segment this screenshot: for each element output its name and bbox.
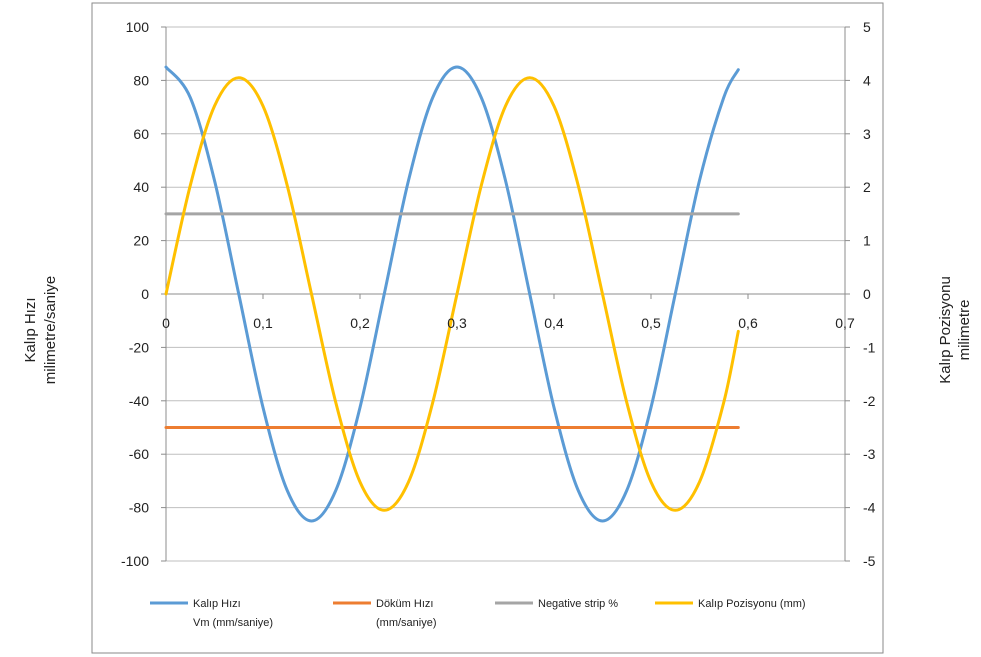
y-right-tick-label: -4 <box>863 500 876 516</box>
chart-frame <box>91 2 884 654</box>
x-tick-label: 0,1 <box>253 315 273 331</box>
legend-label-negative-strip: Negative strip % <box>538 598 618 610</box>
y-left-axis-title-line2: milimetre/saniye <box>42 276 59 384</box>
legend: Kalıp Hızı Vm (mm/saniye) Döküm Hızı (mm… <box>150 598 806 629</box>
y-left-tick-label: 60 <box>133 126 149 142</box>
x-tick-label: 0,4 <box>544 315 564 331</box>
y-right-tick-label: -3 <box>863 446 876 462</box>
y-left-tick-label: -40 <box>129 393 149 409</box>
x-tick-label: 0,3 <box>447 315 467 331</box>
tick-labels: 100 580 460 340 220 10 0-20 -1-40 -2-60 -3-80 -4-1… <box>121 19 876 569</box>
y-left-tick-label: 0 <box>141 286 149 302</box>
y-left-tick-label: 40 <box>133 179 149 195</box>
legend-label-kalip-pozisyonu: Kalıp Pozisyonu (mm) <box>698 598 806 610</box>
series-lines <box>164 65 740 523</box>
x-tick-label: 0 <box>162 315 170 331</box>
y-right-axis-title-line2: milimetre <box>956 300 973 361</box>
x-tick-label: 0,7 <box>835 315 855 331</box>
y-left-tick-label: -80 <box>129 500 149 516</box>
y-right-tick-label: 2 <box>863 179 871 195</box>
x-tick-label: 0,2 <box>350 315 370 331</box>
legend-label-kalip-hizi-line2: Vm (mm/saniye) <box>193 617 273 629</box>
legend-label-dokum-hizi-line2: (mm/saniye) <box>376 617 437 629</box>
y-left-tick-label: 20 <box>133 233 149 249</box>
y-left-tick-label: -20 <box>129 339 149 355</box>
legend-label-dokum-hizi-line1: Döküm Hızı <box>376 598 433 610</box>
y-right-tick-label: 1 <box>863 233 871 249</box>
y-right-tick-label: 4 <box>863 72 871 88</box>
y-right-tick-label: -1 <box>863 339 876 355</box>
y-left-tick-label: 100 <box>126 19 150 35</box>
y-left-tick-label: -60 <box>129 446 149 462</box>
y-left-tick-label: 80 <box>133 72 149 88</box>
y-right-tick-label: -2 <box>863 393 876 409</box>
y-right-tick-label: 5 <box>863 19 871 35</box>
y-left-axis-title-line1: Kalıp Hızı <box>22 297 39 362</box>
legend-label-kalip-hizi-line1: Kalıp Hızı <box>193 598 241 610</box>
y-right-tick-label: 3 <box>863 126 871 142</box>
y-left-tick-label: -100 <box>121 553 149 569</box>
y-right-tick-label: -5 <box>863 553 876 569</box>
series-line-kalip-pozisyonu <box>164 76 740 512</box>
series-line-kalip-hizi <box>164 65 740 523</box>
x-tick-label: 0,6 <box>738 315 758 331</box>
y-right-axis-title-line1: Kalıp Pozisyonu <box>937 276 954 384</box>
x-tick-label: 0,5 <box>641 315 661 331</box>
y-right-tick-label: 0 <box>863 286 871 302</box>
